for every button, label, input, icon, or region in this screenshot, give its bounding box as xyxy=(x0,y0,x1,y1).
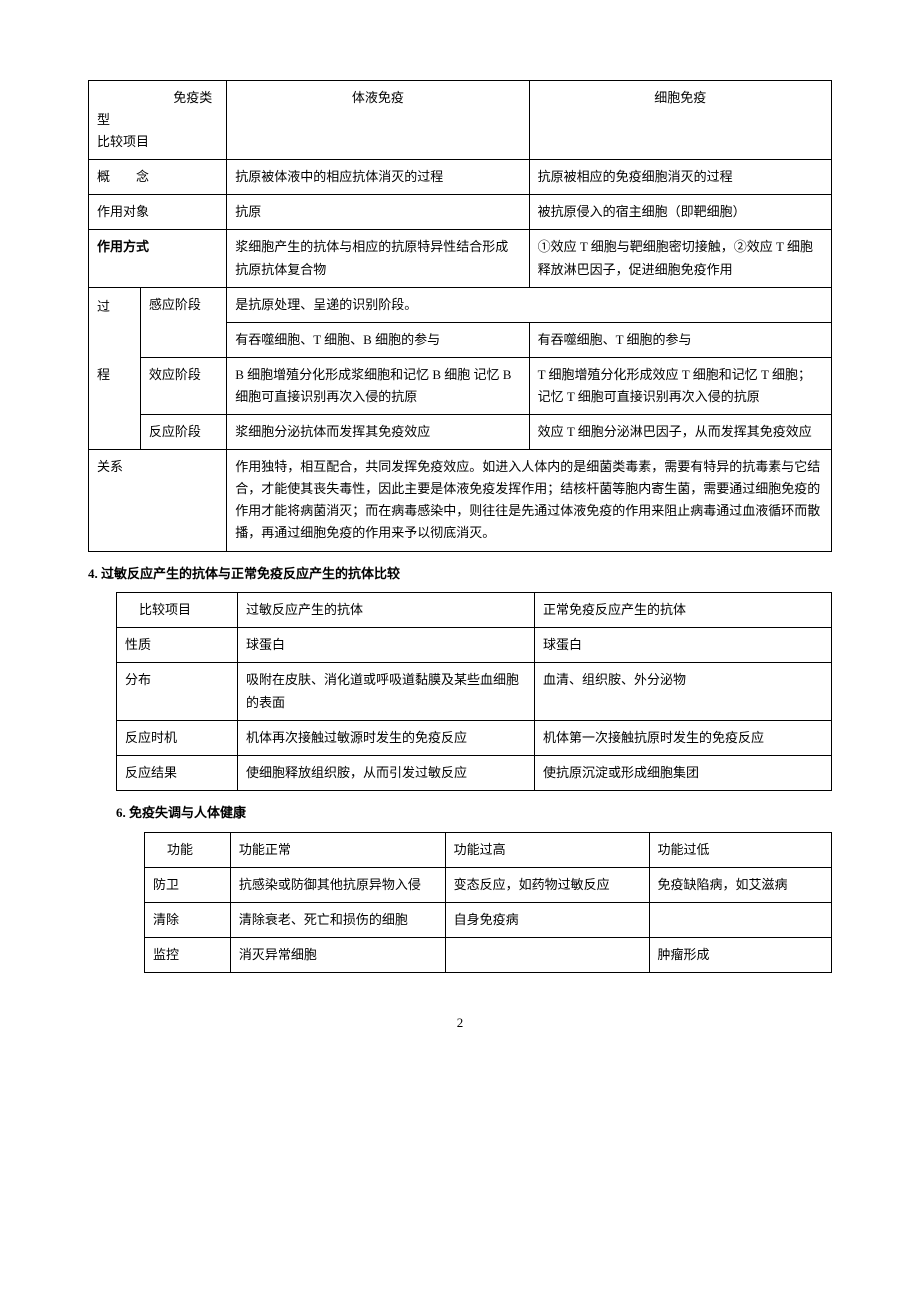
row-label: 作用方式 xyxy=(89,230,227,287)
cell: 使抗原沉淀或形成细胞集团 xyxy=(535,755,832,790)
table-row: 功能 功能正常 功能过高 功能过低 xyxy=(145,832,832,867)
row-label: 过 程 xyxy=(89,287,141,449)
cell: 有吞噬细胞、T 细胞、B 细胞的参与 xyxy=(227,322,529,357)
header-cell: 功能正常 xyxy=(230,832,445,867)
cell: 抗原被相应的免疫细胞消灭的过程 xyxy=(529,160,831,195)
table-row: 作用方式 浆细胞产生的抗体与相应的抗原特异性结合形成抗原抗体复合物 ①效应 T … xyxy=(89,230,832,287)
cell: 使细胞释放组织胺，从而引发过敏反应 xyxy=(238,755,535,790)
page-number: 2 xyxy=(88,1013,832,1034)
cell: 免疫缺陷病，如艾滋病 xyxy=(649,867,831,902)
table-row: 效应阶段 B 细胞增殖分化形成浆细胞和记忆 B 细胞 记忆 B 细胞可直接识别再… xyxy=(89,357,832,414)
row-label: 性质 xyxy=(117,628,238,663)
table-row: 作用对象 抗原 被抗原侵入的宿主细胞（即靶细胞） xyxy=(89,195,832,230)
cell: 被抗原侵入的宿主细胞（即靶细胞） xyxy=(529,195,831,230)
cell: 抗原被体液中的相应抗体消灭的过程 xyxy=(227,160,529,195)
section-heading-6: 6. 免疫失调与人体健康 xyxy=(116,803,832,824)
cell: B 细胞增殖分化形成浆细胞和记忆 B 细胞 记忆 B 细胞可直接识别再次入侵的抗… xyxy=(227,357,529,414)
table-row: 关系 作用独特，相互配合，共同发挥免疫效应。如进入人体内的是细菌类毒素，需要有特… xyxy=(89,450,832,551)
row-sublabel: 反应阶段 xyxy=(140,415,226,450)
row-label: 防卫 xyxy=(145,867,231,902)
cell: 机体第一次接触抗原时发生的免疫反应 xyxy=(535,720,832,755)
cell: 机体再次接触过敏源时发生的免疫反应 xyxy=(238,720,535,755)
row-label: 分布 xyxy=(117,663,238,720)
section-heading-4: 4. 过敏反应产生的抗体与正常免疫反应产生的抗体比较 xyxy=(88,564,832,585)
cell: 浆细胞分泌抗体而发挥其免疫效应 xyxy=(227,415,529,450)
cell: 有吞噬细胞、T 细胞的参与 xyxy=(529,322,831,357)
table-row: 反应阶段 浆细胞分泌抗体而发挥其免疫效应 效应 T 细胞分泌淋巴因子，从而发挥其… xyxy=(89,415,832,450)
table-row: 分布 吸附在皮肤、消化道或呼吸道黏膜及某些血细胞的表面 血清、组织胺、外分泌物 xyxy=(117,663,832,720)
table-immune-disorder: 功能 功能正常 功能过高 功能过低 防卫 抗感染或防御其他抗原异物入侵 变态反应… xyxy=(144,832,832,973)
row-label: 反应结果 xyxy=(117,755,238,790)
header-cell: 比较项目 xyxy=(117,593,238,628)
row-sublabel: 感应阶段 xyxy=(140,287,226,357)
row-label: 清除 xyxy=(145,902,231,937)
table-row: 监控 消灭异常细胞 肿瘤形成 xyxy=(145,937,832,972)
cell: 抗原 xyxy=(227,195,529,230)
row-label: 关系 xyxy=(89,450,227,551)
row-label: 作用对象 xyxy=(89,195,227,230)
cell: 变态反应，如药物过敏反应 xyxy=(445,867,649,902)
cell: 肿瘤形成 xyxy=(649,937,831,972)
row-label: 概 念 xyxy=(89,160,227,195)
table-row: 过 程 感应阶段 是抗原处理、呈递的识别阶段。 xyxy=(89,287,832,322)
header-cell: 功能 xyxy=(145,832,231,867)
row-label: 反应时机 xyxy=(117,720,238,755)
table-row: 性质 球蛋白 球蛋白 xyxy=(117,628,832,663)
table-row: 反应结果 使细胞释放组织胺，从而引发过敏反应 使抗原沉淀或形成细胞集团 xyxy=(117,755,832,790)
cell: 清除衰老、死亡和损伤的细胞 xyxy=(230,902,445,937)
cell xyxy=(649,902,831,937)
cell xyxy=(445,937,649,972)
cell: 消灭异常细胞 xyxy=(230,937,445,972)
header-cell: 体液免疫 xyxy=(227,81,529,160)
cell: T 细胞增殖分化形成效应 T 细胞和记忆 T 细胞；记忆 T 细胞可直接识别再次… xyxy=(529,357,831,414)
header-cell: 功能过高 xyxy=(445,832,649,867)
table-row: 防卫 抗感染或防御其他抗原异物入侵 变态反应，如药物过敏反应 免疫缺陷病，如艾滋… xyxy=(145,867,832,902)
cell: 效应 T 细胞分泌淋巴因子，从而发挥其免疫效应 xyxy=(529,415,831,450)
table-row: 比较项目 过敏反应产生的抗体 正常免疫反应产生的抗体 xyxy=(117,593,832,628)
header-cell: 功能过低 xyxy=(649,832,831,867)
header-cell: 免疫类 型 比较项目 xyxy=(89,81,227,160)
table-row: 免疫类 型 比较项目 体液免疫 细胞免疫 xyxy=(89,81,832,160)
header-cell: 正常免疫反应产生的抗体 xyxy=(535,593,832,628)
cell: 血清、组织胺、外分泌物 xyxy=(535,663,832,720)
table-row: 反应时机 机体再次接触过敏源时发生的免疫反应 机体第一次接触抗原时发生的免疫反应 xyxy=(117,720,832,755)
header-cell: 细胞免疫 xyxy=(529,81,831,160)
cell: 吸附在皮肤、消化道或呼吸道黏膜及某些血细胞的表面 xyxy=(238,663,535,720)
cell: 自身免疫病 xyxy=(445,902,649,937)
table-immune-compare: 免疫类 型 比较项目 体液免疫 细胞免疫 概 念 抗原被体液中的相应抗体消灭的过… xyxy=(88,80,832,552)
header-cell: 过敏反应产生的抗体 xyxy=(238,593,535,628)
cell: ①效应 T 细胞与靶细胞密切接触，②效应 T 细胞释放淋巴因子，促进细胞免疫作用 xyxy=(529,230,831,287)
cell: 是抗原处理、呈递的识别阶段。 xyxy=(227,287,832,322)
cell: 抗感染或防御其他抗原异物入侵 xyxy=(230,867,445,902)
row-label: 监控 xyxy=(145,937,231,972)
cell: 球蛋白 xyxy=(238,628,535,663)
cell: 作用独特，相互配合，共同发挥免疫效应。如进入人体内的是细菌类毒素，需要有特异的抗… xyxy=(227,450,832,551)
cell: 球蛋白 xyxy=(535,628,832,663)
cell: 浆细胞产生的抗体与相应的抗原特异性结合形成抗原抗体复合物 xyxy=(227,230,529,287)
table-allergy-compare: 比较项目 过敏反应产生的抗体 正常免疫反应产生的抗体 性质 球蛋白 球蛋白 分布… xyxy=(116,592,832,791)
table-row: 概 念 抗原被体液中的相应抗体消灭的过程 抗原被相应的免疫细胞消灭的过程 xyxy=(89,160,832,195)
row-sublabel: 效应阶段 xyxy=(140,357,226,414)
table-row: 清除 清除衰老、死亡和损伤的细胞 自身免疫病 xyxy=(145,902,832,937)
